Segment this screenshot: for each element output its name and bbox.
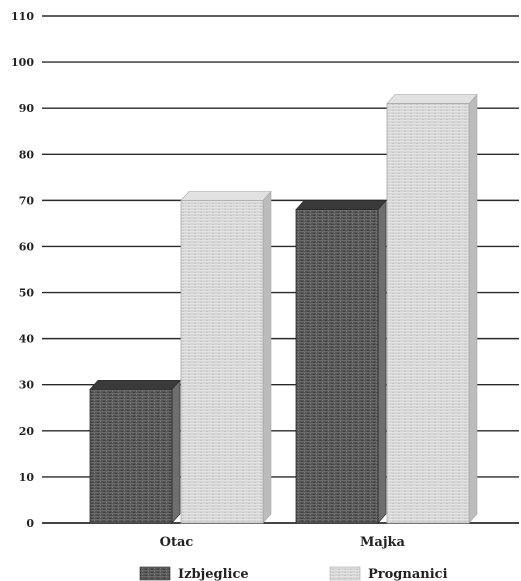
y-tick-label: 100 [11, 56, 34, 69]
bar-side [171, 379, 181, 524]
bar-izbjeglice-otac [89, 379, 181, 524]
legend-swatch [139, 566, 171, 581]
bar-front [180, 199, 264, 524]
bars [89, 93, 478, 524]
y-tick-label: 30 [19, 379, 35, 392]
x-category-label: Majka [360, 535, 406, 550]
x-category-label: Otac [160, 535, 194, 550]
y-axis: 0 10 20 30 40 50 60 70 80 90 100 110 [11, 10, 519, 530]
y-tick-label: 50 [19, 287, 35, 300]
bar-prognanici-majka [386, 93, 478, 524]
legend-label: Prognanici [368, 567, 448, 581]
bar-top [180, 191, 272, 201]
legend-item-prognanici: Prognanici [329, 566, 448, 581]
bar-side [468, 93, 478, 524]
y-tick-label: 10 [19, 471, 35, 484]
y-tick-label: 70 [19, 194, 35, 207]
legend-swatch [329, 566, 361, 581]
y-tick-label: 0 [26, 517, 34, 530]
legend: Izbjeglice Prognanici [139, 566, 448, 581]
bar-front [89, 388, 173, 524]
y-tick-label: 20 [19, 425, 35, 438]
legend-label: Izbjeglice [178, 567, 249, 581]
bar-side [377, 199, 387, 524]
y-tick-label: 40 [19, 333, 35, 346]
y-tick-label: 60 [19, 240, 35, 253]
y-tick-label: 110 [11, 10, 34, 23]
legend-item-izbjeglice: Izbjeglice [139, 566, 249, 581]
y-tick-label: 80 [19, 148, 35, 161]
bar-top [89, 380, 181, 390]
bar-prognanici-otac [180, 190, 272, 524]
bar-front [295, 209, 379, 524]
bar-front [386, 103, 470, 524]
bar-izbjeglice-majka [295, 199, 387, 524]
bar-top [386, 94, 478, 104]
x-axis: Otac Majka [160, 535, 406, 550]
bar-top [295, 200, 387, 210]
y-tick-label: 90 [19, 102, 35, 115]
bar-side [262, 190, 272, 524]
